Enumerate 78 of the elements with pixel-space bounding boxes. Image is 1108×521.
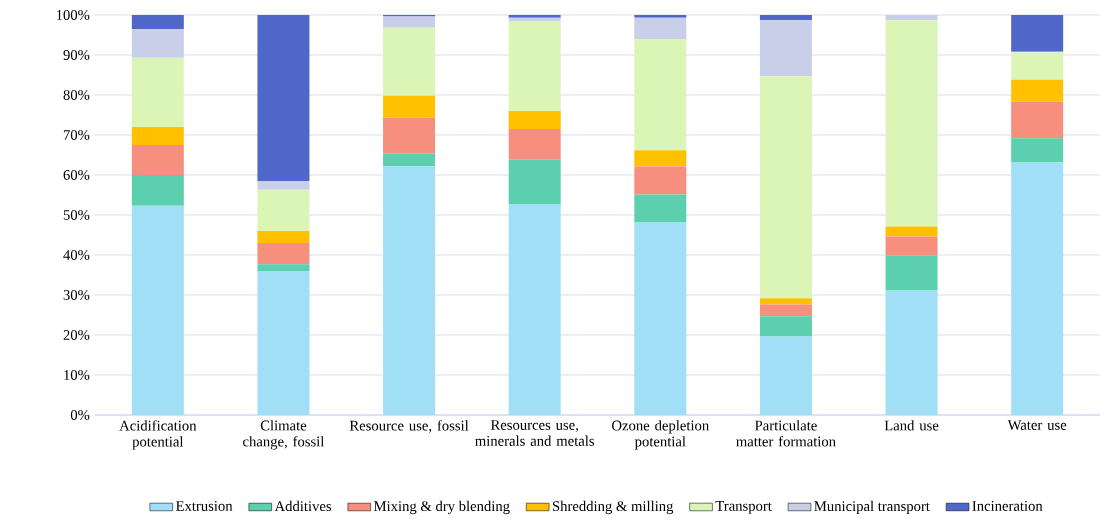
- bar: [131, 126, 184, 145]
- bar: [257, 14, 310, 181]
- bar: [131, 57, 184, 127]
- bar: [508, 159, 561, 205]
- y-tick-label: 50%: [63, 210, 90, 220]
- y-tick-label: 0%: [70, 410, 90, 420]
- x-tick-label: Particulate matter formation: [736, 420, 836, 447]
- bar: [885, 20, 938, 227]
- bar: [131, 28, 184, 58]
- bar: [1011, 162, 1064, 415]
- y-tick-label: 30%: [63, 290, 90, 300]
- x-tick-label: Resources use, minerals and metals: [475, 420, 595, 446]
- y-tick-label: 70%: [63, 130, 90, 140]
- bar: [1011, 79, 1064, 102]
- legend-label: Shredding & milling: [552, 500, 674, 515]
- legend-label: Incineration: [972, 501, 1043, 511]
- bar: [1011, 14, 1064, 52]
- bar: [634, 39, 687, 151]
- bar: [131, 205, 184, 415]
- x-tick-label: Resource use, fossil: [349, 420, 469, 433]
- bar: [257, 180, 310, 190]
- bar: [257, 270, 310, 415]
- x-tick-label: Land use: [884, 420, 939, 431]
- bar: [508, 110, 561, 129]
- bar: [383, 166, 436, 415]
- legend-label: Additives: [274, 500, 332, 512]
- y-tick-label: 20%: [63, 330, 90, 340]
- bar: [759, 20, 812, 77]
- bar: [131, 144, 184, 175]
- bar: [759, 76, 812, 299]
- x-tick-label: Acidification potential: [119, 420, 197, 450]
- bar: [383, 117, 436, 154]
- x-tick-label: Ozone depletion potential: [612, 420, 709, 450]
- bar: [759, 304, 812, 317]
- bar: [759, 298, 812, 305]
- y-tick-label: 90%: [63, 50, 90, 60]
- bar: [634, 150, 687, 167]
- bar: [131, 174, 184, 206]
- y-tick-label: 60%: [63, 170, 90, 180]
- legend-label: Mixing & dry blending: [373, 500, 510, 515]
- bar: [634, 222, 687, 415]
- legend-label: Transport: [715, 501, 772, 514]
- bar: [1011, 52, 1064, 80]
- bar: [1011, 101, 1064, 139]
- bar: [131, 14, 184, 29]
- bar: [634, 166, 687, 195]
- bar: [885, 290, 938, 415]
- y-tick-label: 40%: [63, 250, 90, 260]
- bar: [1011, 138, 1064, 163]
- bar: [383, 27, 436, 96]
- y-tick-label: 80%: [63, 90, 90, 100]
- bar: [759, 316, 812, 337]
- bar: [759, 336, 812, 415]
- bar: [885, 226, 938, 237]
- bar: [885, 14, 938, 21]
- bar: [634, 194, 687, 223]
- bar: [508, 128, 561, 160]
- bar: [634, 14, 687, 18]
- bar: [634, 17, 687, 40]
- bar: [885, 255, 938, 291]
- legend-label: Extrusion: [175, 501, 233, 511]
- bar: [383, 95, 436, 118]
- bar: [508, 204, 561, 415]
- bar: [508, 14, 561, 18]
- bar: [257, 242, 310, 265]
- bar: [759, 14, 812, 21]
- bar: [257, 230, 310, 243]
- y-tick-label: 10%: [64, 370, 90, 380]
- bar: [508, 21, 561, 111]
- bar: [257, 264, 310, 271]
- bar: [257, 189, 310, 231]
- bar: [383, 16, 436, 28]
- bar: [383, 153, 436, 167]
- y-tick-label: 100%: [56, 10, 90, 20]
- bar: [885, 236, 938, 256]
- x-tick-label: Climate change, fossil: [243, 420, 325, 450]
- legend-label: Municipal transport: [814, 500, 930, 515]
- x-tick-label: Water use: [1007, 420, 1067, 430]
